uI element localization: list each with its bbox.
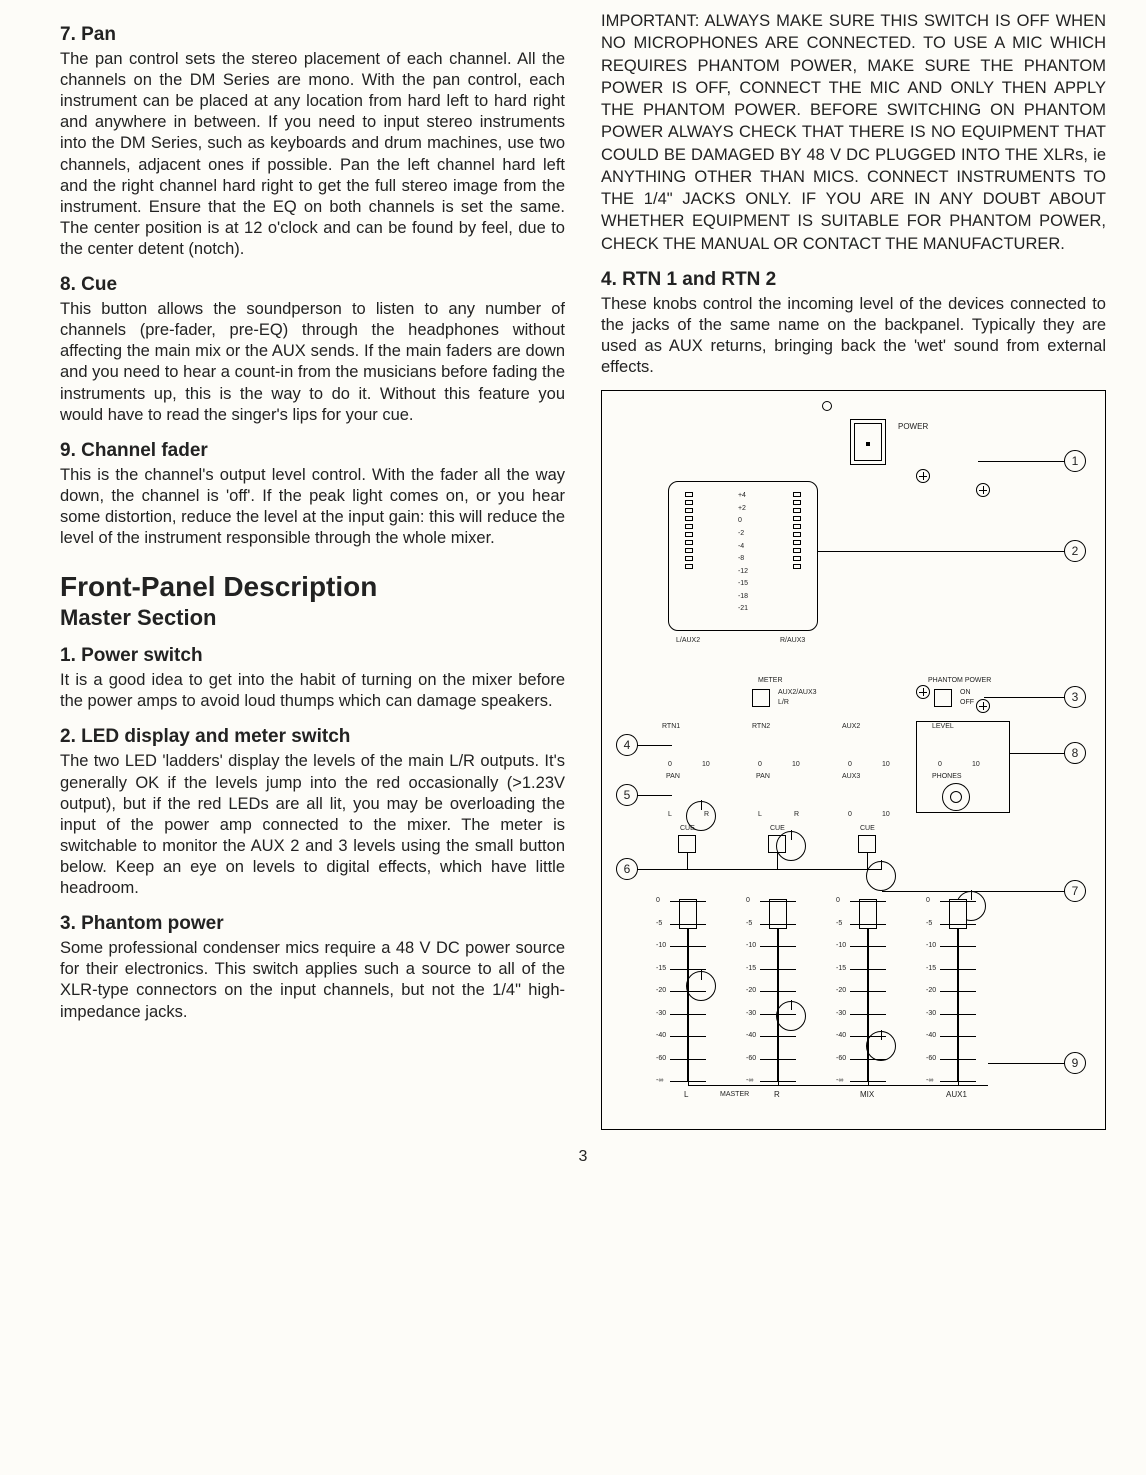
fader-tick-label: -∞ — [746, 1077, 753, 1084]
fader-tick — [760, 991, 796, 992]
fader-tick-label: -20 — [926, 987, 936, 994]
fader-tick — [940, 946, 976, 947]
heading-master-section: Master Section — [60, 605, 565, 631]
fader-tick — [850, 1036, 886, 1037]
fader-tick — [850, 1081, 886, 1082]
fader-tick — [670, 901, 706, 902]
heading-rtn: 4. RTN 1 and RTN 2 — [601, 269, 1106, 291]
heading-cue: 8. Cue — [60, 274, 565, 296]
master-section-diagram: POWER 1 +4 +2 0 -2 -4 — [601, 390, 1106, 1130]
para-pan: The pan control sets the stereo placemen… — [60, 49, 565, 260]
fader-ticks: 0 -5 -10 -15 -20 -30 -40 -60 -∞ 0 -5 -10 -15 -20 -30 -4… — [602, 391, 1105, 1129]
fader-tick — [940, 1059, 976, 1060]
fader-tick-label: 0 — [836, 897, 840, 904]
fader-tick — [940, 901, 976, 902]
fader-tick-label: -40 — [656, 1032, 666, 1039]
heading-phantom-power: 3. Phantom power — [60, 913, 565, 935]
fader-tick — [850, 946, 886, 947]
fader-tick — [940, 1036, 976, 1037]
fader-tick — [850, 969, 886, 970]
para-rtn: These knobs control the incoming level o… — [601, 294, 1106, 378]
fader-tick — [940, 924, 976, 925]
fader-tick-label: -10 — [656, 942, 666, 949]
fader-tick — [760, 1036, 796, 1037]
fader-tick — [760, 1059, 796, 1060]
fader-tick-label: -5 — [656, 920, 662, 927]
page-number: 3 — [60, 1148, 1106, 1166]
fader-tick — [760, 1081, 796, 1082]
right-column: IMPORTANT: ALWAYS MAKE SURE THIS SWITCH … — [601, 10, 1106, 1130]
heading-led-display: 2. LED display and meter switch — [60, 726, 565, 748]
para-phantom-power: Some professional condenser mics require… — [60, 938, 565, 1022]
fader-tick-label: -60 — [836, 1055, 846, 1062]
fader-tick — [670, 924, 706, 925]
fader-tick — [670, 1036, 706, 1037]
fader-tick-label: -10 — [746, 942, 756, 949]
fader-tick-label: -20 — [656, 987, 666, 994]
fader-tick — [850, 991, 886, 992]
fader-tick-label: 0 — [656, 897, 660, 904]
fader-tick-label: -30 — [926, 1010, 936, 1017]
fader-tick-label: -30 — [746, 1010, 756, 1017]
fader-tick-label: -40 — [926, 1032, 936, 1039]
fader-tick — [850, 924, 886, 925]
heading-power-switch: 1. Power switch — [60, 645, 565, 667]
para-channel-fader: This is the channel's output level contr… — [60, 465, 565, 549]
fader-tick-label: 0 — [926, 897, 930, 904]
fader-tick — [940, 991, 976, 992]
heading-pan: 7. Pan — [60, 24, 565, 46]
fader-tick-label: -40 — [746, 1032, 756, 1039]
fader-tick-label: -5 — [746, 920, 752, 927]
fader-tick-label: -20 — [746, 987, 756, 994]
fader-tick-label: -40 — [836, 1032, 846, 1039]
fader-tick — [670, 946, 706, 947]
fader-tick — [850, 1059, 886, 1060]
fader-tick-label: -60 — [746, 1055, 756, 1062]
fader-tick — [760, 924, 796, 925]
fader-tick-label: -5 — [836, 920, 842, 927]
fader-tick — [760, 946, 796, 947]
fader-tick-label: -30 — [656, 1010, 666, 1017]
fader-tick — [670, 1081, 706, 1082]
fader-tick — [670, 969, 706, 970]
fader-tick — [760, 1014, 796, 1015]
para-important-warning: IMPORTANT: ALWAYS MAKE SURE THIS SWITCH … — [601, 10, 1106, 255]
fader-tick-label: -15 — [746, 965, 756, 972]
para-led-display: The two LED 'ladders' display the levels… — [60, 751, 565, 899]
fader-tick-label: -30 — [836, 1010, 846, 1017]
fader-tick-label: -60 — [926, 1055, 936, 1062]
fader-tick — [850, 1014, 886, 1015]
fader-tick-label: -∞ — [836, 1077, 843, 1084]
fader-tick — [670, 1014, 706, 1015]
fader-tick-label: -20 — [836, 987, 846, 994]
fader-tick — [940, 969, 976, 970]
fader-tick-label: 0 — [746, 897, 750, 904]
heading-channel-fader: 9. Channel fader — [60, 440, 565, 462]
para-cue: This button allows the soundperson to li… — [60, 299, 565, 426]
fader-tick-label: -15 — [656, 965, 666, 972]
para-power-switch: It is a good idea to get into the habit … — [60, 670, 565, 712]
fader-tick-label: -5 — [926, 920, 932, 927]
fader-tick-label: -10 — [836, 942, 846, 949]
two-column-layout: 7. Pan The pan control sets the stereo p… — [60, 10, 1106, 1130]
fader-tick-label: -∞ — [926, 1077, 933, 1084]
heading-front-panel: Front-Panel Description — [60, 571, 565, 603]
fader-tick — [850, 901, 886, 902]
fader-tick-label: -10 — [926, 942, 936, 949]
fader-tick-label: -∞ — [656, 1077, 663, 1084]
fader-tick — [670, 1059, 706, 1060]
fader-tick — [940, 1014, 976, 1015]
fader-tick-label: -60 — [656, 1055, 666, 1062]
fader-tick — [760, 901, 796, 902]
fader-tick-label: -15 — [926, 965, 936, 972]
fader-tick — [670, 991, 706, 992]
fader-tick-label: -15 — [836, 965, 846, 972]
left-column: 7. Pan The pan control sets the stereo p… — [60, 10, 565, 1130]
fader-tick — [940, 1081, 976, 1082]
fader-tick — [760, 969, 796, 970]
